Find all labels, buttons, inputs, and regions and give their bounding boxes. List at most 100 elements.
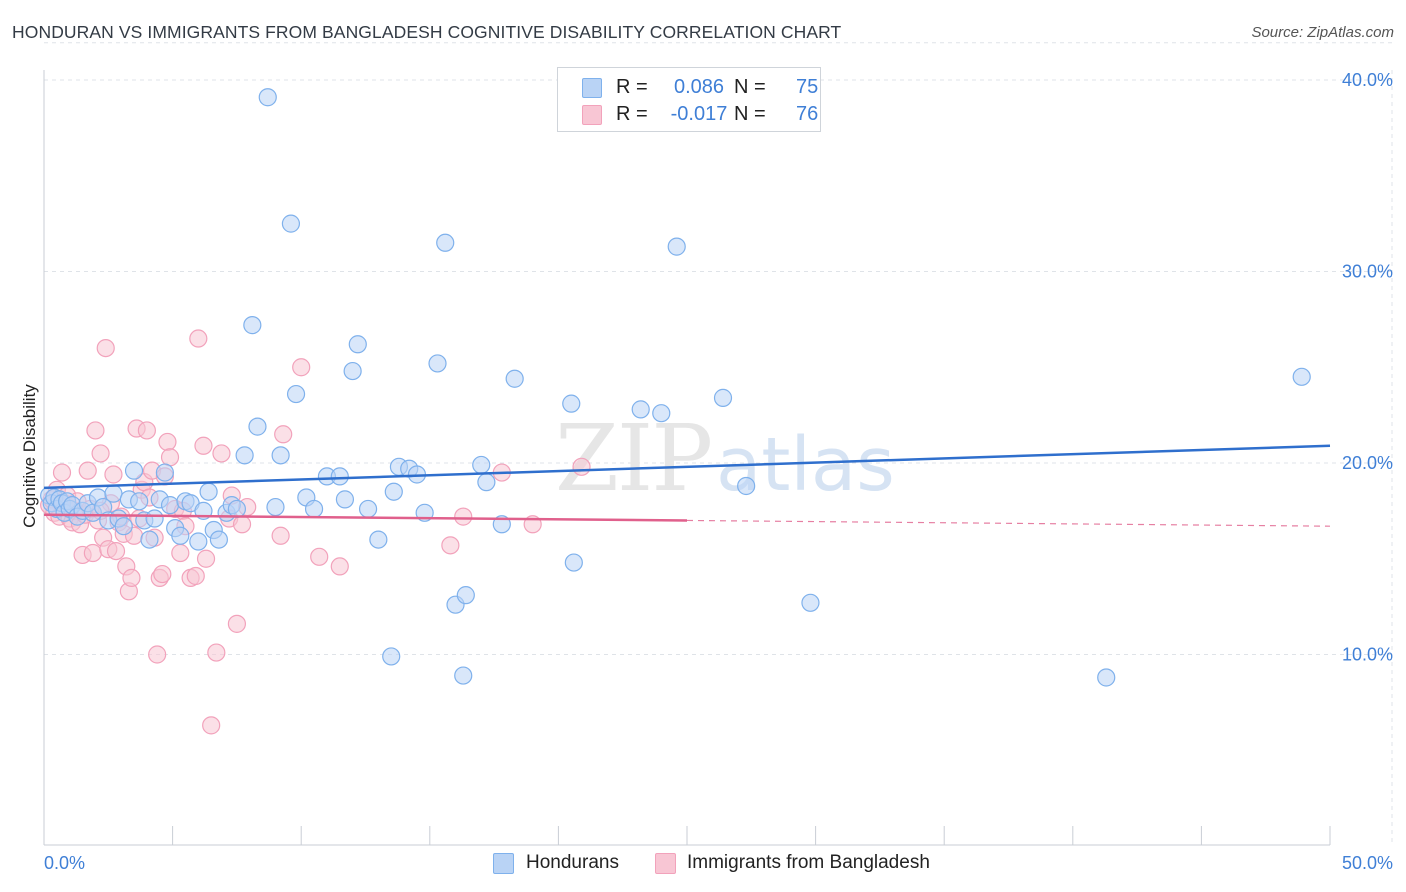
bangladesh-point <box>196 549 216 568</box>
watermark: ZIP atlas <box>555 405 895 512</box>
honduran-point <box>199 482 218 501</box>
honduran-point <box>358 499 378 519</box>
bangladesh-point <box>441 536 460 555</box>
honduran-point <box>505 369 524 388</box>
honduran-point <box>243 316 262 335</box>
bangladesh-point <box>212 444 231 463</box>
honduran-point <box>343 361 362 381</box>
bangladesh-point <box>274 425 293 444</box>
bangladesh-point <box>122 568 141 588</box>
legend-n-label: N = <box>734 103 766 125</box>
honduran-point <box>477 473 496 492</box>
axes <box>43 70 1331 846</box>
honduran-point <box>209 530 228 549</box>
bangladesh-point <box>86 421 105 440</box>
bangladesh-point <box>171 543 190 563</box>
honduran-point <box>652 404 671 423</box>
honduran-point <box>1292 367 1311 386</box>
honduran-point <box>271 446 290 465</box>
correlation-legend: R = 0.086 N = 75 R = -0.017 N = 76 <box>557 67 821 132</box>
chart-title: HONDURAN VS IMMIGRANTS FROM BANGLADESH C… <box>12 22 842 42</box>
honduran-point <box>145 509 164 528</box>
bangladesh-point <box>310 547 329 566</box>
honduran-points <box>40 88 1311 687</box>
legend-n-label: N = <box>734 76 766 98</box>
bangladesh-point <box>207 643 226 662</box>
honduran-point <box>564 553 583 572</box>
legend-n-value: 75 <box>796 76 819 98</box>
honduran-point <box>160 496 180 515</box>
bangladesh-point <box>96 339 115 358</box>
legend-r-value: 0.086 <box>673 76 725 98</box>
bangladesh-point <box>189 329 208 348</box>
source-label: Source: ZipAtlas.com <box>1251 24 1394 41</box>
bangladesh-point <box>572 457 591 476</box>
honduran-point <box>436 233 455 252</box>
y-tick-label: 30.0% <box>1342 262 1393 282</box>
bangladesh-point <box>232 515 252 534</box>
bangladesh-point <box>158 432 177 452</box>
honduran-point <box>248 417 267 436</box>
honduran-point <box>281 214 301 233</box>
bangladesh-point <box>91 444 110 463</box>
honduran-point <box>801 593 820 612</box>
y-tick-label: 40.0% <box>1342 70 1393 90</box>
legend-swatch-blue <box>493 853 514 874</box>
honduran-point <box>258 88 277 107</box>
honduran-point <box>384 482 403 501</box>
honduran-point <box>330 467 349 486</box>
bangladesh-point <box>271 526 290 545</box>
honduran-point <box>1097 668 1116 687</box>
honduran-point <box>456 586 475 605</box>
bangladesh-point <box>153 564 172 584</box>
legend-r-label: R = <box>616 76 648 98</box>
honduran-point <box>631 400 650 419</box>
x-tick-label: 0.0% <box>44 853 85 873</box>
bangladesh-point <box>202 716 221 735</box>
honduran-point <box>562 394 581 413</box>
honduran-point <box>335 490 355 509</box>
bangladesh-point <box>227 614 246 633</box>
bangladesh-point <box>52 463 72 482</box>
bangladesh-point <box>292 358 311 377</box>
legend-swatch-blue <box>582 78 602 98</box>
bangladesh-point <box>78 461 97 480</box>
bangladesh-trend-line <box>43 513 688 522</box>
honduran-point <box>382 647 401 666</box>
honduran-point <box>472 455 491 475</box>
gridlines <box>44 42 1393 845</box>
honduran-point <box>155 463 174 482</box>
y-axis-label: Cognitive Disability <box>20 384 39 528</box>
trend-lines <box>43 444 1331 527</box>
honduran-point <box>124 461 144 480</box>
bangladesh-trend-extension <box>686 519 1331 527</box>
honduran-point <box>140 530 159 549</box>
legend-label-hondurans: Hondurans <box>526 852 619 873</box>
honduran-point <box>713 388 733 407</box>
honduran-trend-line <box>43 444 1331 490</box>
legend-r-value: -0.017 <box>670 103 728 125</box>
honduran-point <box>189 532 208 551</box>
honduran-point <box>428 354 447 373</box>
honduran-point <box>454 666 473 685</box>
honduran-point <box>114 517 133 536</box>
bangladesh-point <box>194 436 213 455</box>
honduran-point <box>737 476 756 496</box>
bangladesh-point <box>148 645 167 664</box>
x-tick-label: 50.0% <box>1342 853 1393 873</box>
bangladesh-point <box>106 541 126 561</box>
y-tick-label: 10.0% <box>1342 645 1393 665</box>
bangladesh-point <box>137 421 156 440</box>
bangladesh-point <box>330 557 349 576</box>
bangladesh-point <box>83 543 102 563</box>
bangladesh-point <box>160 448 180 467</box>
honduran-point <box>171 526 190 545</box>
honduran-point <box>235 446 254 465</box>
honduran-point <box>266 497 285 517</box>
legend-swatch-pink <box>582 105 602 125</box>
honduran-point <box>304 499 324 519</box>
legend-n-value: 76 <box>796 103 819 125</box>
honduran-point <box>130 492 149 511</box>
tick-labels: 10.0% 20.0% 30.0% 40.0% 0.0% 50.0% <box>44 70 1393 873</box>
